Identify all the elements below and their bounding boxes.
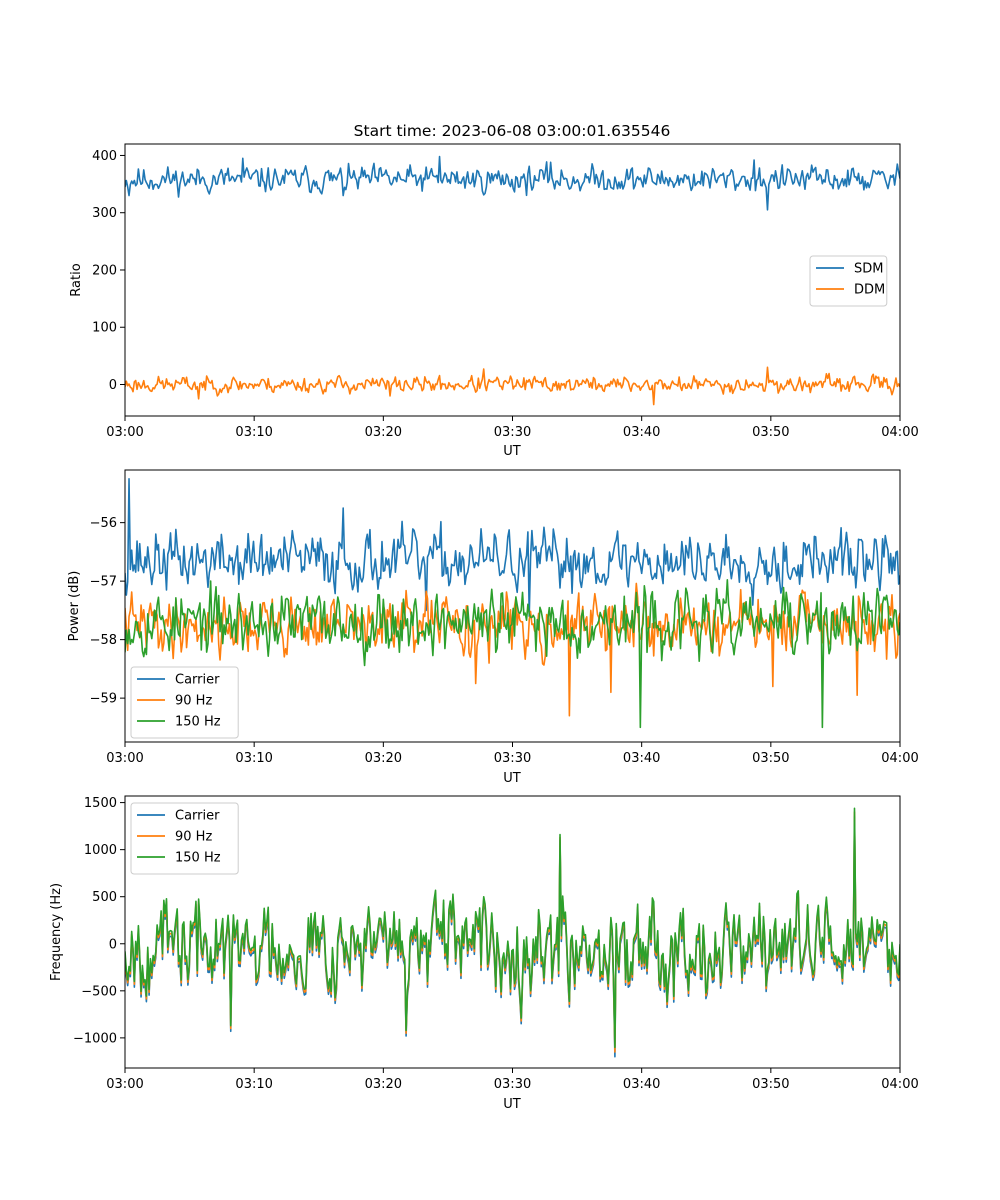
x-tick-label: 04:00 xyxy=(881,1077,918,1092)
y-tick-label: 400 xyxy=(92,149,117,164)
power-panel: Power (dB) UT 03:00 03:10 03:20 03:30 03:40 0… xyxy=(67,469,919,786)
x-tick-label: 04:00 xyxy=(881,751,918,766)
x-tick-label: 03:40 xyxy=(623,751,660,766)
x-tick-label: 03:40 xyxy=(623,425,660,440)
plot-area xyxy=(125,807,900,1058)
legend-entry: DDM xyxy=(854,283,885,298)
y-axis-label: Power (dB) xyxy=(67,571,82,642)
y-tick-label: 0 xyxy=(109,937,117,952)
y-tick-label: 500 xyxy=(92,890,117,905)
series-line-90-hz xyxy=(125,582,900,717)
plot-area xyxy=(125,477,900,729)
y-tick-label: 1500 xyxy=(84,796,117,811)
ratio-panel: Start time: 2023-06-08 03:00:01.635546 R… xyxy=(69,122,919,459)
x-tick-label: 03:30 xyxy=(494,751,531,766)
legend-entry: SDM xyxy=(854,262,883,277)
y-tick-label: −59 xyxy=(90,692,117,707)
x-tick-label: 04:00 xyxy=(881,425,918,440)
frequency-panel: Frequency (Hz) UT 03:00 03:10 03:20 03:30 03… xyxy=(49,795,919,1112)
y-tick-label: −500 xyxy=(81,984,117,999)
plot-area xyxy=(125,155,900,406)
series-line-150-hz xyxy=(125,807,900,1049)
legend-entry: 90 Hz xyxy=(175,830,212,845)
x-tick-label: 03:30 xyxy=(494,1077,531,1092)
series-line-sdm xyxy=(125,155,900,211)
x-axis-label: UT xyxy=(503,771,521,786)
series-line-150-hz xyxy=(125,578,900,729)
y-tick-label: 0 xyxy=(109,378,117,393)
chart-title: Start time: 2023-06-08 03:00:01.635546 xyxy=(354,122,671,140)
x-tick-label: 03:20 xyxy=(365,751,402,766)
y-tick-label: 1000 xyxy=(84,843,117,858)
legend-entry: 150 Hz xyxy=(175,715,221,730)
x-tick-label: 03:20 xyxy=(365,425,402,440)
series-line-carrier xyxy=(125,477,900,618)
x-tick-label: 03:10 xyxy=(235,425,272,440)
y-axis-label: Ratio xyxy=(69,263,84,296)
x-tick-label: 03:00 xyxy=(106,751,143,766)
legend-entry: 150 Hz xyxy=(175,851,221,866)
x-tick-label: 03:50 xyxy=(752,751,789,766)
x-axis-label: UT xyxy=(503,1097,521,1112)
legend: Carrier 90 Hz 150 Hz xyxy=(130,802,239,875)
x-tick-label: 03:30 xyxy=(494,425,531,440)
legend: Carrier 90 Hz 150 Hz xyxy=(130,666,239,739)
y-axis-label: Frequency (Hz) xyxy=(49,883,64,981)
legend-entry: 90 Hz xyxy=(175,694,212,709)
y-tick-label: 100 xyxy=(92,321,117,336)
x-tick-label: 03:50 xyxy=(752,1077,789,1092)
x-tick-label: 03:50 xyxy=(752,425,789,440)
y-tick-label: −58 xyxy=(90,633,117,648)
y-tick-label: −1000 xyxy=(73,1031,117,1046)
x-tick-label: 03:40 xyxy=(623,1077,660,1092)
x-tick-label: 03:00 xyxy=(106,1077,143,1092)
legend-entry: Carrier xyxy=(175,673,220,688)
y-tick-label: 200 xyxy=(92,263,117,278)
y-tick-label: −56 xyxy=(90,516,117,531)
x-tick-label: 03:10 xyxy=(235,1077,272,1092)
x-tick-label: 03:00 xyxy=(106,425,143,440)
y-tick-label: 300 xyxy=(92,206,117,221)
x-tick-label: 03:10 xyxy=(235,751,272,766)
x-tick-label: 03:20 xyxy=(365,1077,402,1092)
legend: SDM DDM xyxy=(809,255,888,307)
y-tick-label: −57 xyxy=(90,575,117,590)
x-axis-label: UT xyxy=(503,444,521,459)
legend-entry: Carrier xyxy=(175,809,220,824)
series-line-ddm xyxy=(125,366,900,406)
